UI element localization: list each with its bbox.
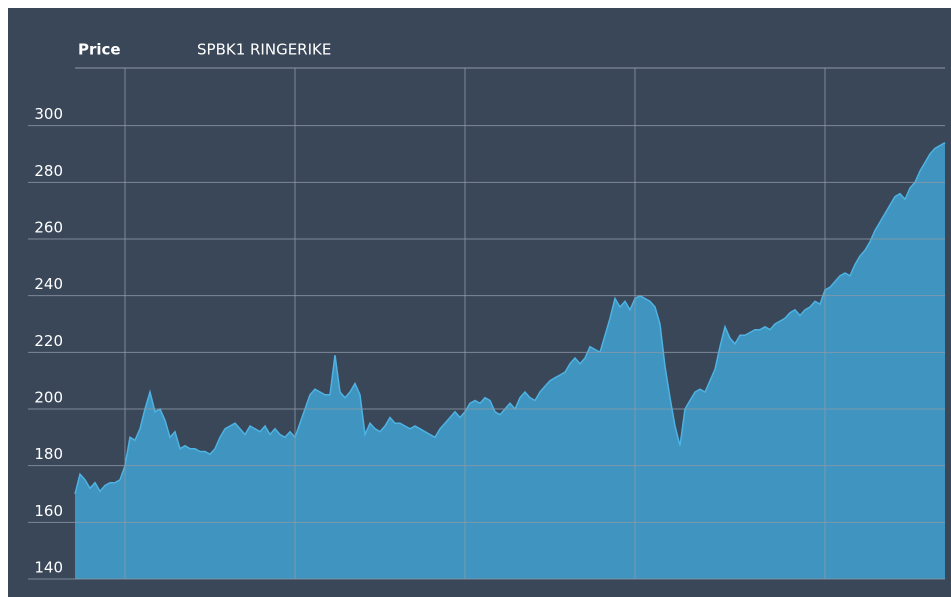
y-tick-label: 160 [34,502,63,520]
y-tick-label: 200 [34,389,63,407]
y-tick-label: 220 [34,332,63,350]
chart-subtitle: SPBK1 RINGERIKE [197,41,331,59]
y-tick-label: 140 [34,559,63,577]
y-tick-label: 300 [34,105,63,123]
area [75,142,945,579]
y-tick-label: 240 [34,275,63,293]
chart-title: Price [78,41,121,59]
line [74,142,946,495]
y-tick-label: 260 [34,219,63,237]
y-tick-label: 180 [34,445,63,463]
y-tick-label: 280 [34,162,63,180]
